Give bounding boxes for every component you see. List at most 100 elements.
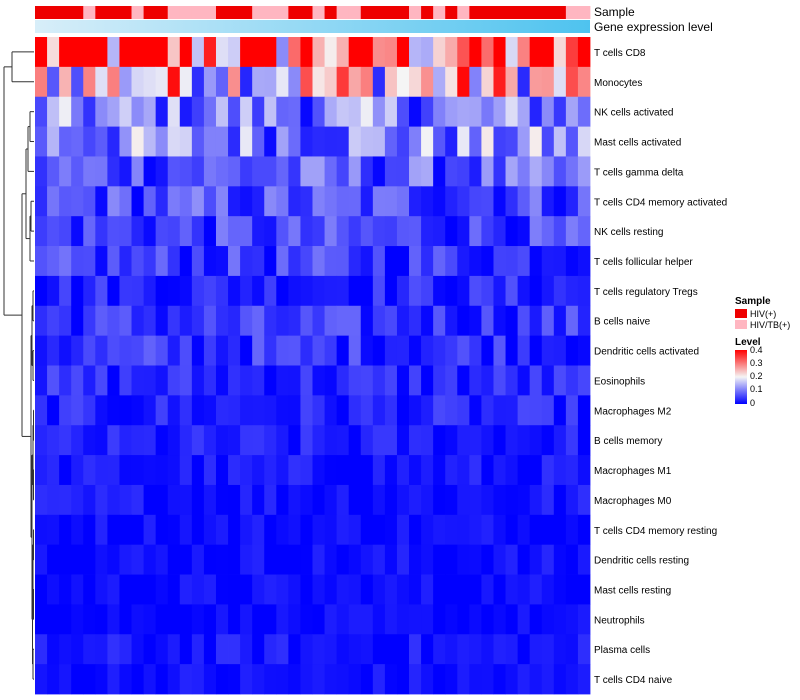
heatmap-cell [565,246,579,277]
heatmap-cell [469,365,482,396]
heatmap-cell [396,186,410,217]
heatmap-cell [131,335,144,366]
level-tick: 0.2 [750,371,763,381]
heatmap-cell [445,275,458,307]
heatmap-cell [71,335,84,366]
heatmap-cell [288,634,301,665]
heatmap-cell [71,305,84,337]
heatmap-cell [469,664,482,695]
heatmap-cell [324,305,338,337]
heatmap-cell [215,604,229,635]
heatmap-cell [541,156,555,187]
heatmap-cell [179,186,193,217]
heatmap-cell [131,66,144,98]
heatmap-cell [59,335,72,366]
heatmap-cell [372,604,386,635]
heatmap-cell [83,37,96,68]
heatmap-cell [95,425,108,456]
heatmap-cell [203,484,217,516]
heatmap-cell [83,425,96,456]
heatmap-cell [517,66,531,98]
heatmap-cell [324,455,338,486]
heatmap-cell [421,126,434,157]
heatmap-cell [252,37,265,68]
heatmap-cell [445,664,458,695]
heatmap-cell [529,305,543,337]
heatmap-cell [457,395,470,426]
heatmap-cell [119,96,132,127]
heatmap-cell [264,186,277,217]
heatmap-cell [553,664,567,695]
heatmap-cell [228,484,241,516]
heatmap-cell [95,604,108,635]
heatmap-cell [409,484,422,516]
heatmap-cell [107,66,120,98]
heatmap-cell [565,216,579,247]
heatmap-cell [107,664,120,695]
heatmap-cell [457,425,470,456]
sample-annotation-cell [517,6,531,19]
heatmap-cell [433,186,446,217]
heatmap-cell [179,604,193,635]
heatmap-cell [469,66,482,98]
heatmap-cell [143,37,157,68]
heatmap-cell [179,395,193,426]
heatmap-cell [577,514,591,546]
heatmap-cell [409,365,422,396]
heatmap-cell [336,305,350,337]
heatmap-cell [276,634,289,665]
heatmap-cell [541,305,555,337]
heatmap-cell [396,574,410,605]
heatmap-cell [252,216,265,247]
sample-annotation-cell [469,6,482,19]
heatmap-cell [179,425,193,456]
heatmap-cell [457,455,470,486]
heatmap-cell [493,484,506,516]
heatmap-cell [577,484,591,516]
heatmap-cell [252,395,265,426]
heatmap-cell [179,96,193,127]
heatmap-cell [517,574,531,605]
heatmap-cell [300,574,313,605]
heatmap-cell [59,544,72,575]
heatmap-cell [167,216,181,247]
heatmap-cell [47,305,60,337]
heatmap-cell [155,455,169,486]
heatmap-cell [143,126,157,157]
heatmap-cell [517,484,531,516]
heatmap-cell [179,37,193,68]
heatmap-cell [517,425,531,456]
row-label: NK cells activated [594,108,673,119]
sample-annotation-cell [372,6,386,19]
heatmap-cell [469,484,482,516]
heatmap-cell [481,246,494,277]
row-label: T cells regulatory Tregs [594,287,698,298]
sample-annotation-cell [119,6,132,19]
heatmap-cell [155,186,169,217]
heatmap-cell [191,216,205,247]
heatmap-cell [264,514,277,546]
heatmap-cell [577,37,591,68]
heatmap-cell [264,66,277,98]
heatmap-cell [433,664,446,695]
heatmap-cell [409,514,422,546]
heatmap-cell [95,634,108,665]
sample-annotation-cell [565,6,579,19]
heatmap-cell [264,634,277,665]
sample-annotation-cell [276,6,289,19]
heatmap-cell [215,126,229,157]
row-label: B cells memory [594,436,662,447]
heatmap-cell [348,216,362,247]
heatmap-cell [59,514,72,546]
heatmap-cell [481,455,494,486]
heatmap-cell [324,604,338,635]
heatmap-cell [71,425,84,456]
heatmap-cell [396,604,410,635]
heatmap-cell [179,275,193,307]
heatmap-cell [300,186,313,217]
heatmap-cell [155,275,169,307]
heatmap-cell [409,275,422,307]
sample-annotation-cell [553,6,567,19]
heatmap-cell [421,425,434,456]
heatmap-cell [47,664,60,695]
